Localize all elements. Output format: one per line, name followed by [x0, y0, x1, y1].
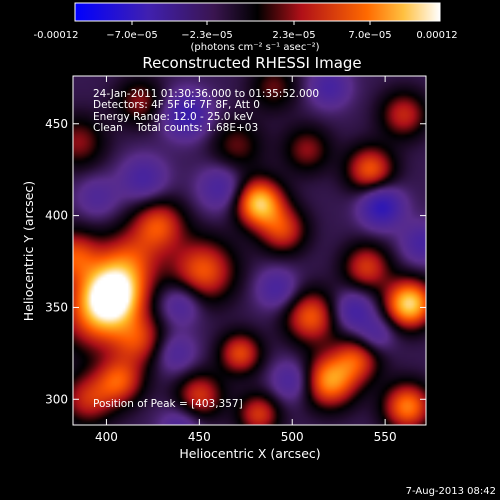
heatmap-image [73, 76, 426, 425]
axis-ticks: 400 450 500 550 300 350 400 450 [45, 76, 426, 444]
info-energy-range: Energy Range: 12.0 - 25.0 keV [93, 111, 254, 123]
y-tick-label: 400 [45, 209, 68, 223]
y-tick-label: 450 [45, 117, 68, 131]
colorbar-tick-label-3: −2.3e−05 [181, 30, 233, 41]
x-tick-label: 550 [374, 430, 397, 444]
colorbar-tick-label-5: 7.0e−05 [348, 30, 391, 41]
colorbar-tick-label-2: −7.0e−05 [106, 30, 158, 41]
y-tick-label: 300 [45, 392, 68, 406]
colorbar-ticks [131, 21, 371, 25]
x-tick-label: 400 [95, 430, 118, 444]
heatmap [73, 76, 426, 425]
colorbar: -0.00012 −7.0e−05 −2.3e−05 2.3e−05 7.0e−… [34, 2, 458, 53]
info-overlay: 24-Jan-2011 01:30:36.000 to 01:35:52.000… [93, 88, 319, 410]
x-axis-label: Heliocentric X (arcsec) [179, 446, 320, 461]
x-tick-label: 500 [281, 430, 304, 444]
info-time-range: 24-Jan-2011 01:30:36.000 to 01:35:52.000 [93, 88, 319, 100]
chart-title: Reconstructed RHESSI Image [142, 54, 361, 72]
colorbar-gradient [74, 2, 441, 22]
y-tick-label: 350 [45, 300, 68, 314]
plot-frame [72, 75, 427, 426]
info-peak-position: Position of Peak = [403,357] [93, 398, 243, 410]
colorbar-tick-label-6: 0.00012 [416, 30, 457, 41]
info-detectors: Detectors: 4F 5F 6F 7F 8F, Att 0 [93, 99, 260, 111]
y-axis-label: Heliocentric Y (arcsec) [21, 181, 36, 321]
footer-date-stamp: 7-Aug-2013 08:42 [406, 486, 496, 497]
colorbar-tick-label-1: -0.00012 [34, 30, 79, 41]
info-method-counts: Clean Total counts: 1.68E+03 [93, 122, 258, 134]
colorbar-unit-label: (photons cm⁻² s⁻¹ asec⁻²) [190, 42, 319, 53]
colorbar-tick-label-4: 2.3e−05 [272, 30, 315, 41]
x-tick-label: 450 [188, 430, 211, 444]
